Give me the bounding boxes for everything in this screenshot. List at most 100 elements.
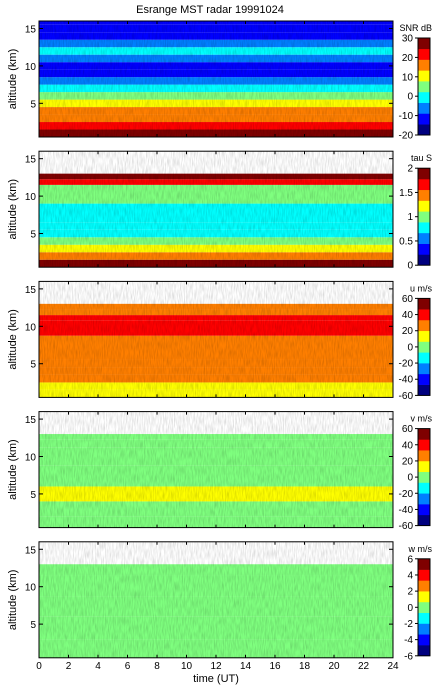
colorbar-tick-label: -4: [404, 635, 413, 646]
colorbar-tick-label: 0: [407, 603, 413, 614]
figure-title: Esrange MST radar 19991024: [136, 4, 284, 16]
panel-3: 5 10 15 altitude (km) u m/s60 40 20 0 -20 -40 -60: [7, 280, 433, 402]
colorbar-segment: [418, 580, 430, 592]
colorbar-segment: [418, 428, 430, 440]
colorbar-tick-label: 0: [407, 473, 413, 484]
y-tick-label: 10: [25, 62, 37, 73]
y-axis-label: altitude (km): [7, 570, 19, 631]
colorbar-tick-label: 0: [407, 261, 413, 272]
y-tick-label: 15: [25, 285, 37, 296]
colorbar-segment: [418, 373, 430, 385]
colorbar-tick-label: -40: [399, 505, 414, 516]
y-tick-label: 10: [25, 583, 37, 594]
colorbar-segment: [418, 81, 430, 93]
colorbar: u m/s60 40 20 0 -20 -40 -60: [399, 283, 433, 402]
colorbar-segment: [418, 91, 430, 103]
colorbar-tick-label: 20: [402, 456, 414, 467]
colorbar-tick-label: -20: [399, 131, 414, 142]
heatmap-texture: [39, 281, 393, 398]
x-tick-label: 10: [181, 661, 193, 672]
y-axis-label: altitude (km): [7, 439, 19, 500]
colorbar-tick-label: -60: [399, 391, 414, 402]
colorbar: w m/s6 4 2 0 -2 -4 -6: [404, 544, 432, 663]
x-tick-label: 0: [36, 661, 42, 672]
x-axis-label: time (UT): [193, 673, 239, 685]
colorbar-tick-label: 1.5: [399, 188, 413, 199]
x-tick-label: 20: [328, 661, 340, 672]
colorbar-segment: [418, 558, 430, 570]
colorbar-tick-label: -20: [399, 359, 414, 370]
colorbar-tick-label: 0.5: [399, 236, 413, 247]
colorbar-label: w m/s: [408, 544, 433, 554]
x-tick-label: 12: [210, 661, 222, 672]
colorbar-segment: [418, 254, 430, 266]
colorbar-segment: [418, 243, 430, 255]
y-tick-label: 15: [25, 545, 37, 556]
colorbar-segment: [418, 439, 430, 451]
colorbar-segment: [418, 363, 430, 375]
colorbar-tick-label: -40: [399, 375, 414, 386]
colorbar-label: SNR dB: [399, 23, 432, 33]
colorbar-tick-label: -60: [399, 521, 414, 532]
y-tick-label: 5: [30, 230, 36, 241]
y-tick-label: 15: [25, 155, 37, 166]
colorbar-segment: [418, 341, 430, 353]
colorbar-tick-label: 2: [407, 164, 413, 175]
colorbar-tick-label: 0: [407, 342, 413, 353]
y-tick-label: 5: [30, 99, 36, 110]
colorbar-tick-label: 0: [407, 92, 413, 103]
colorbar-segment: [418, 493, 430, 505]
colorbar-tick-label: 30: [402, 34, 414, 45]
colorbar-label: tau S: [411, 153, 432, 163]
x-tick-label: 6: [125, 661, 131, 672]
x-tick-label: 22: [358, 661, 370, 672]
colorbar-tick-label: 20: [402, 326, 414, 337]
x-tick-label: 16: [269, 661, 281, 672]
colorbar: v m/s60 40 20 0 -20 -40 -60: [399, 414, 433, 532]
colorbar-tick-label: 40: [402, 440, 414, 451]
colorbar-segment: [418, 330, 430, 342]
heatmap-texture: [39, 21, 393, 137]
y-tick-label: 5: [30, 620, 36, 631]
heatmap-texture: [39, 411, 393, 528]
y-tick-label: 10: [25, 192, 37, 203]
colorbar: tau S2 1.5 1 0.5 0: [399, 153, 432, 272]
y-tick-label: 15: [25, 415, 37, 426]
colorbar-segment: [418, 460, 430, 473]
colorbar-segment: [418, 514, 430, 526]
colorbar-segment: [418, 124, 430, 136]
colorbar-segment: [418, 113, 430, 125]
x-tick-label: 18: [299, 661, 311, 672]
colorbar-segment: [418, 319, 430, 332]
colorbar-segment: [418, 168, 430, 180]
colorbar-segment: [418, 601, 430, 613]
colorbar-tick-label: 6: [407, 554, 413, 565]
colorbar-segment: [418, 298, 430, 310]
colorbar-segment: [418, 222, 430, 234]
x-tick-label: 14: [240, 661, 252, 672]
colorbar-tick-label: 10: [402, 72, 414, 83]
colorbar-tick-label: 40: [402, 310, 414, 321]
colorbar-segment: [418, 645, 430, 657]
colorbar-segment: [418, 200, 430, 212]
x-tick-label: 2: [66, 661, 72, 672]
colorbar-segment: [418, 59, 430, 71]
colorbar-segment: [418, 612, 430, 624]
x-tick-label: 24: [387, 661, 399, 672]
colorbar-segment: [418, 232, 430, 244]
y-axis-label: altitude (km): [7, 49, 19, 110]
colorbar-segment: [418, 623, 430, 635]
colorbar-segment: [418, 48, 430, 60]
colorbar-segment: [418, 482, 430, 494]
y-tick-label: 5: [30, 490, 36, 501]
colorbar-tick-label: 1: [407, 212, 413, 223]
colorbar-segment: [418, 450, 430, 462]
colorbar-segment: [418, 189, 430, 201]
colorbar-tick-label: -10: [399, 111, 414, 122]
x-tick-label: 4: [95, 661, 101, 672]
heatmap-texture: [39, 541, 393, 658]
